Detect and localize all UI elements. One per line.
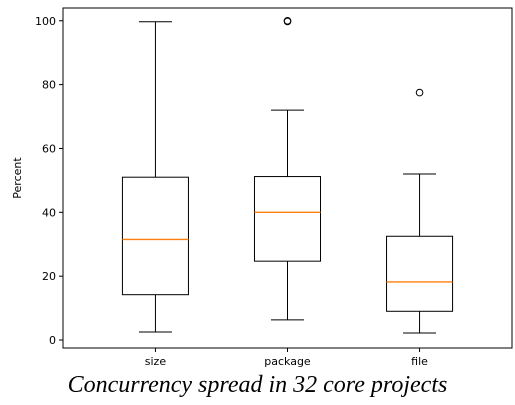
y-axis-label: Percent bbox=[11, 157, 24, 199]
box-plot-chart: 0 20 40 60 80 100 size package file Percent bbox=[11, 7, 513, 368]
y-tick-label: 80 bbox=[42, 79, 56, 92]
x-tick-label: package bbox=[264, 355, 311, 368]
outlier-point bbox=[283, 16, 292, 25]
y-axis-ticks: 0 20 40 60 80 100 bbox=[35, 15, 63, 347]
x-axis-ticks: size package file bbox=[145, 348, 428, 368]
y-tick-label: 0 bbox=[49, 334, 56, 347]
box-iqr bbox=[386, 235, 454, 312]
x-tick-label: file bbox=[411, 355, 428, 368]
y-tick-label: 40 bbox=[42, 206, 56, 219]
box-plot-series bbox=[121, 16, 454, 334]
figure-caption: Concurrency spread in 32 core projects bbox=[67, 372, 448, 398]
box-iqr bbox=[253, 176, 322, 262]
y-tick-label: 20 bbox=[42, 270, 56, 283]
axes-frame bbox=[62, 7, 513, 349]
outlier-point bbox=[415, 88, 424, 97]
box-iqr bbox=[121, 176, 189, 296]
y-tick-label: 60 bbox=[42, 142, 56, 155]
y-tick-label: 100 bbox=[35, 15, 56, 28]
x-tick-label: size bbox=[145, 355, 167, 368]
